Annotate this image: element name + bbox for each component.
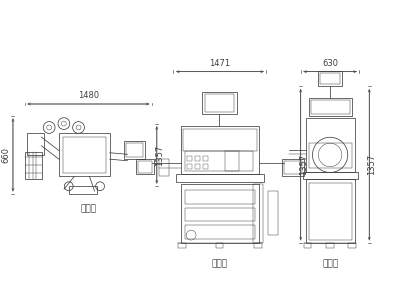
Bar bbox=[254, 243, 262, 248]
Bar bbox=[216, 243, 224, 248]
Bar bbox=[176, 175, 264, 182]
Bar bbox=[318, 71, 342, 86]
Text: 660: 660 bbox=[1, 147, 10, 163]
Bar bbox=[181, 184, 259, 243]
Bar bbox=[187, 156, 192, 161]
Bar bbox=[284, 161, 302, 175]
Bar bbox=[308, 183, 352, 240]
Bar bbox=[308, 98, 352, 116]
Bar bbox=[195, 164, 200, 169]
Bar bbox=[183, 129, 257, 151]
Bar bbox=[136, 159, 154, 175]
Bar bbox=[185, 190, 255, 204]
Bar bbox=[202, 92, 237, 114]
Bar bbox=[268, 191, 278, 235]
Bar bbox=[195, 156, 200, 161]
Bar bbox=[185, 225, 255, 239]
Bar bbox=[63, 137, 106, 172]
Text: 1480: 1480 bbox=[78, 91, 99, 100]
Text: 1357: 1357 bbox=[367, 154, 376, 175]
Text: 侧视图: 侧视图 bbox=[322, 260, 338, 268]
Bar bbox=[308, 143, 352, 168]
Bar bbox=[185, 208, 255, 221]
Bar bbox=[25, 152, 42, 179]
Bar bbox=[69, 186, 97, 194]
Bar bbox=[124, 141, 145, 159]
Bar bbox=[282, 159, 304, 176]
Text: 1471: 1471 bbox=[210, 59, 230, 68]
Bar bbox=[304, 243, 312, 248]
Bar bbox=[203, 156, 208, 161]
Bar bbox=[126, 143, 143, 157]
Bar bbox=[303, 172, 358, 179]
Bar bbox=[205, 94, 234, 112]
Bar bbox=[203, 164, 208, 169]
Bar bbox=[185, 151, 239, 171]
Text: 1357: 1357 bbox=[155, 144, 164, 166]
Bar bbox=[348, 243, 356, 248]
Bar bbox=[27, 134, 44, 155]
Bar bbox=[138, 161, 152, 172]
Bar bbox=[326, 243, 334, 248]
Bar bbox=[306, 118, 354, 172]
Bar bbox=[225, 151, 253, 171]
Bar bbox=[306, 179, 354, 243]
Bar bbox=[59, 134, 110, 176]
Bar bbox=[320, 73, 340, 84]
Bar bbox=[310, 100, 350, 114]
Bar bbox=[253, 184, 262, 243]
Bar bbox=[178, 243, 186, 248]
Bar bbox=[181, 125, 259, 175]
Bar bbox=[159, 159, 168, 176]
Text: 正视图: 正视图 bbox=[212, 260, 228, 268]
Bar bbox=[187, 164, 192, 169]
Text: 1357: 1357 bbox=[299, 154, 308, 175]
Text: 顶视图: 顶视图 bbox=[80, 204, 96, 213]
Text: 630: 630 bbox=[322, 59, 338, 68]
